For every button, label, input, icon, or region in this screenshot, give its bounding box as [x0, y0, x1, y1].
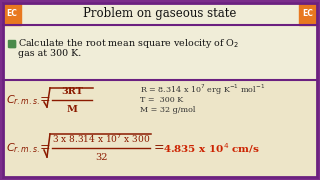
Text: 32: 32 — [95, 152, 107, 161]
Text: gas at 300 K.: gas at 300 K. — [18, 50, 81, 59]
Bar — [8, 40, 15, 47]
Text: 3RT: 3RT — [61, 87, 83, 96]
Text: EC: EC — [7, 10, 17, 19]
Text: =: = — [40, 93, 51, 107]
Text: $C_{r.m.s.}$: $C_{r.m.s.}$ — [6, 93, 40, 107]
Text: 3 x 8.314 x 10$^7$ x 300: 3 x 8.314 x 10$^7$ x 300 — [52, 133, 150, 145]
Text: T =  300 K: T = 300 K — [140, 96, 183, 104]
Bar — [9, 40, 14, 46]
Bar — [3, 3, 21, 25]
Text: =: = — [40, 141, 51, 154]
Bar — [3, 80, 317, 177]
Text: EC: EC — [303, 10, 313, 19]
Text: M = 32 g/mol: M = 32 g/mol — [140, 106, 196, 114]
Bar — [299, 3, 317, 25]
Text: R = 8.314 x 10$^7$ erg K$^{-1}$ mol$^{-1}$: R = 8.314 x 10$^7$ erg K$^{-1}$ mol$^{-1… — [140, 83, 265, 97]
Bar — [3, 25, 317, 80]
Text: =: = — [154, 141, 164, 154]
Text: 4.835 x 10$^4$ cm/s: 4.835 x 10$^4$ cm/s — [163, 141, 260, 155]
Bar — [3, 3, 317, 25]
Text: Calculate the root mean square velocity of O$_2$: Calculate the root mean square velocity … — [18, 37, 239, 50]
Text: M: M — [67, 105, 77, 114]
Text: $C_{r.m.s.}$: $C_{r.m.s.}$ — [6, 141, 40, 155]
Text: Problem on gaseous state: Problem on gaseous state — [83, 8, 237, 21]
